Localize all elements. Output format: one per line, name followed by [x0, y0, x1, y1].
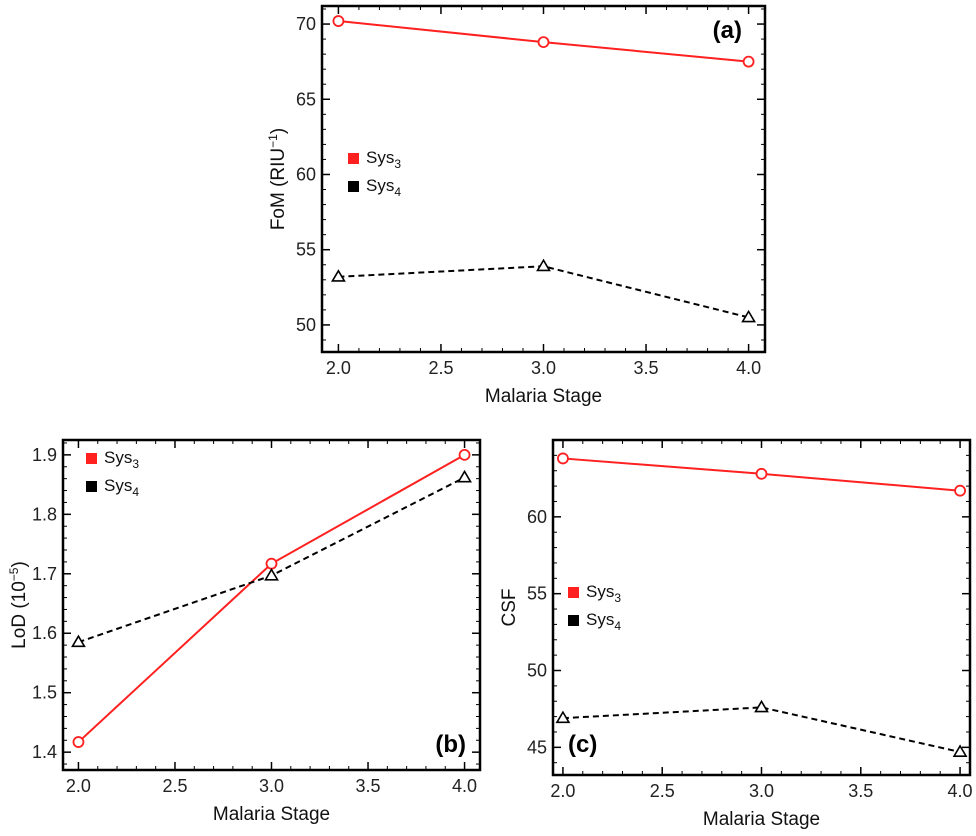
panel-label: (b): [435, 731, 466, 758]
legend-swatch: [348, 153, 359, 164]
data-point-sys3: [332, 15, 345, 27]
legend-label-sub: 3: [614, 591, 621, 605]
legend-label-sub: 4: [614, 619, 621, 633]
legend-label-sub: 4: [132, 485, 139, 499]
x-tick-label: 3.5: [356, 776, 381, 796]
legend-label-main: Sys: [366, 176, 394, 195]
panel-label: (c): [568, 731, 597, 758]
y-axis-title-main: FoM (RIU: [268, 148, 289, 230]
y-tick-label: 70: [296, 14, 316, 34]
x-tick-label: 4.0: [452, 776, 477, 796]
legend-label-main: Sys: [366, 148, 394, 167]
data-point-sys3: [742, 55, 755, 68]
legend-label: Sys4: [104, 476, 139, 499]
data-point-sys4: [536, 258, 551, 272]
legend-label-main: Sys: [104, 448, 132, 467]
y-tick-label: 1.8: [32, 504, 57, 524]
x-axis-title: Malaria Stage: [485, 386, 602, 407]
x-tick-label: 2.0: [550, 781, 575, 801]
data-point-sys4: [264, 567, 279, 581]
data-point-sys4: [754, 699, 769, 713]
x-tick-label: 3.0: [259, 776, 284, 796]
legend-label-sub: 3: [394, 157, 401, 171]
panel-c: 2.0 2.5 3.0 3.5 4.0 45 50 55 60 Malaria Stage CSF S…: [499, 438, 973, 830]
y-axis-title-end: ): [9, 561, 30, 567]
y-tick-label: 50: [296, 315, 316, 335]
x-tick-label: 3.5: [848, 781, 873, 801]
x-tick-label: 2.0: [66, 776, 91, 796]
data-point-sys3: [755, 467, 768, 480]
panel-a: 2.0 2.5 3.0 3.5 4.0 50 55 60 65 70 Malaria Stage Fo…: [266, 4, 767, 407]
y-tick-label: 55: [527, 584, 547, 604]
y-tick-label: 1.9: [32, 445, 57, 465]
x-tick-label: 3.0: [749, 781, 774, 801]
x-tick-label: 4.0: [736, 358, 761, 378]
data-point-sys3: [557, 452, 569, 465]
y-tick-label: 45: [527, 737, 547, 757]
x-tick-label: 2.0: [326, 358, 351, 378]
data-point-sys4: [457, 469, 472, 483]
panel-label: (a): [713, 17, 742, 44]
y-tick-label: 60: [296, 164, 316, 184]
y-tick-label: 1.5: [32, 683, 57, 703]
x-tick-label: 3.5: [634, 358, 659, 378]
legend-swatch: [86, 481, 97, 492]
legend-label: Sys3: [104, 448, 139, 471]
x-axis-title: Malaria Stage: [703, 809, 820, 830]
legend-swatch: [348, 181, 359, 192]
x-tick-label: 2.5: [428, 358, 453, 378]
y-tick-label: 1.4: [32, 742, 57, 762]
y-axis-title-sup: −1: [266, 134, 280, 148]
y-axis-title-sup: −5: [7, 567, 21, 581]
series-line-sys4: [562, 706, 961, 753]
legend-label: Sys3: [366, 148, 401, 171]
y-tick-label: 1.6: [32, 623, 57, 643]
x-axis-title: Malaria Stage: [213, 804, 330, 825]
y-tick-label: 65: [296, 89, 316, 109]
x-tick-label: 4.0: [948, 781, 973, 801]
data-point-sys4: [71, 634, 86, 648]
panel-b: 2.0 2.5 3.0 3.5 4.0 1.4 1.5 1.6 1.7 1.8 1.9 Malaria…: [7, 438, 482, 825]
x-tick-label: 2.5: [650, 781, 675, 801]
data-point-sys3: [954, 484, 966, 497]
y-axis-title-main: CSF: [499, 589, 520, 627]
legend-swatch: [568, 587, 579, 598]
data-point-sys3: [458, 448, 471, 461]
legend-label-sub: 3: [132, 457, 139, 471]
data-point-sys3: [265, 557, 278, 570]
y-tick-label: 55: [296, 240, 316, 260]
y-tick-label: 50: [527, 661, 547, 681]
y-axis-title-end: ): [268, 128, 289, 134]
series-line-sys4: [338, 265, 749, 319]
legend-label: Sys4: [366, 176, 401, 199]
legend-swatch: [568, 615, 579, 626]
legend-label-main: Sys: [586, 610, 614, 629]
legend-label-main: Sys: [586, 582, 614, 601]
data-point-sys3: [537, 36, 550, 49]
legend-label-main: Sys: [104, 476, 132, 495]
y-axis-title-main: LoD (10: [9, 581, 30, 649]
legend-swatch: [86, 453, 97, 464]
x-tick-label: 2.5: [162, 776, 187, 796]
legend-label: Sys3: [586, 582, 621, 605]
y-tick-label: 1.7: [32, 564, 57, 584]
data-point-sys4: [741, 309, 756, 323]
data-point-sys4: [331, 269, 346, 282]
data-point-sys4: [952, 744, 968, 757]
data-point-sys3: [72, 736, 85, 748]
y-axis-title: LoD (10−5): [7, 561, 30, 649]
y-axis-title: CSF: [499, 589, 520, 627]
x-tick-label: 3.0: [531, 358, 556, 378]
y-tick-label: 60: [527, 507, 547, 527]
plot-frame: [551, 438, 972, 777]
legend-label: Sys4: [586, 610, 621, 633]
legend-label-sub: 4: [394, 185, 401, 199]
y-axis-title: FoM (RIU−1): [266, 128, 289, 230]
data-point-sys4: [555, 710, 571, 724]
